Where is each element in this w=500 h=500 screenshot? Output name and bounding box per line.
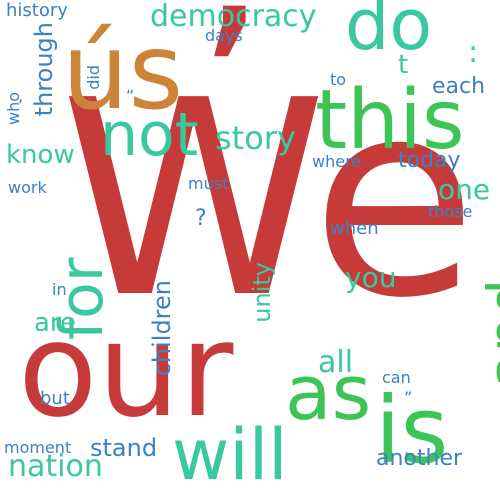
word-nation: nation [8,449,103,484]
word-you: you [345,261,397,294]
word-all: all [318,345,354,380]
word-one: one [438,173,491,206]
word-quote-left: “ [126,86,135,105]
word-through: through [30,22,58,117]
word-apos-small: ’ [18,96,24,115]
word-days: days [205,26,243,45]
word-in: in [52,280,67,299]
word-each: each [432,74,486,99]
word-work: work [8,178,47,197]
word-question: ? [195,206,207,231]
word-apostrophe: ’ [195,0,265,218]
word-can: can [382,368,411,387]
word-today: today [398,148,461,173]
word-our: our [18,294,234,446]
word-is: is [375,377,449,484]
word-did: did [84,65,103,90]
word-know: know [6,140,75,170]
word-do: do [345,0,433,66]
word-and: and [475,278,500,388]
word-t: t [398,50,409,80]
word-we: We [60,42,478,357]
word-another: another [376,446,463,471]
word-when: when [330,218,379,239]
word-this: this [315,73,465,168]
word-those: those [428,202,473,221]
word-democracy: democracy [150,0,317,34]
word-quote-right: ” [404,388,413,407]
word-where: where [312,152,362,171]
word-history: history [6,0,68,21]
word-will: will [172,414,288,496]
word-but: but [40,388,70,409]
word-not: not [100,100,199,170]
word-us: ús [62,11,184,133]
word-unity: unity [248,262,276,323]
word-story: story [215,119,296,157]
word-colon: : [468,35,479,70]
word-moment: moment [4,438,72,457]
word-stand: stand [90,434,158,462]
word-to: to [330,70,347,89]
word-children: children [148,280,176,377]
word-are: are [34,308,77,338]
word-as: as [285,348,372,437]
word-must: must [188,174,229,193]
